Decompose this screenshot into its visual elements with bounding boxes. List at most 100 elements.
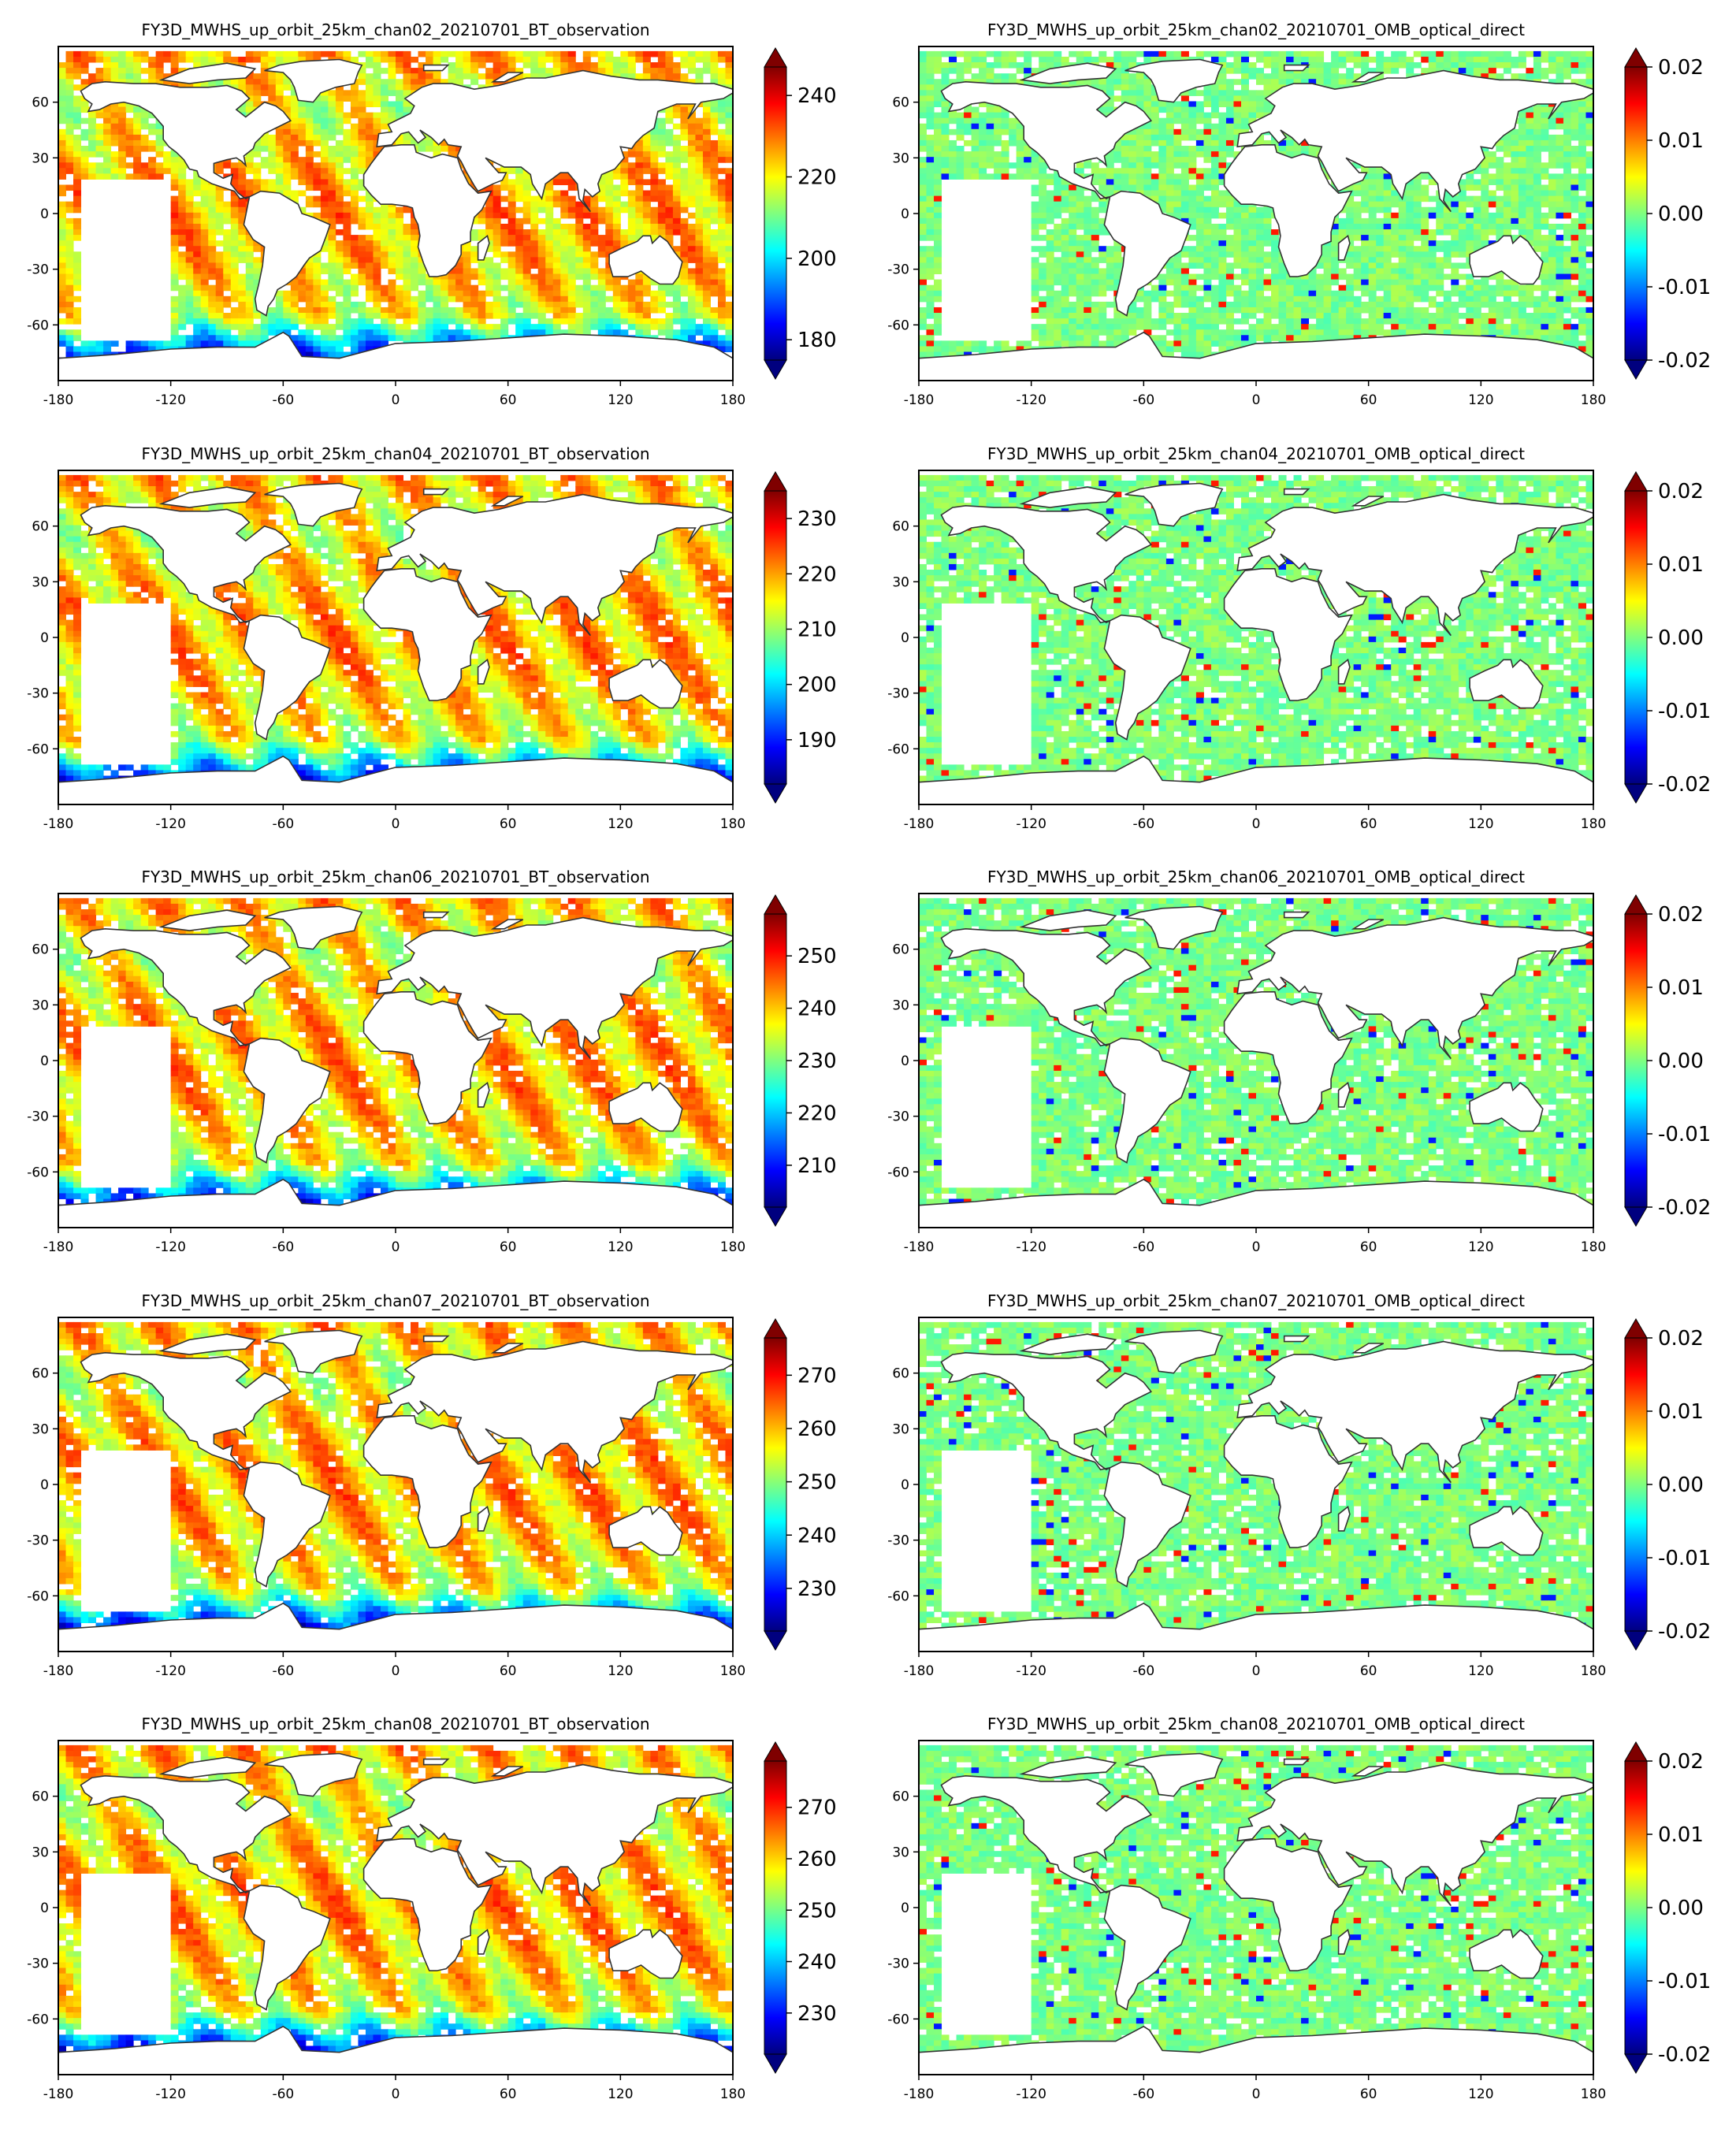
data-cell [433,290,441,297]
data-cell [560,62,569,69]
data-cell [230,273,239,281]
data-cell [695,284,704,292]
data-cell [170,173,179,180]
data-cell [73,101,82,108]
data-cell [380,50,388,58]
data-cell [1503,62,1511,69]
data-cell [1473,50,1481,58]
data-cell [320,212,329,219]
data-cell [1263,50,1272,58]
data-cell [305,201,314,208]
data-cell [650,168,659,174]
data-cell [687,318,696,325]
data-cell [275,313,284,319]
data-cell [567,235,576,241]
data-cell [380,223,388,230]
data-cell [582,262,591,269]
data-cell [1496,56,1504,63]
data-cell [193,179,202,185]
data-cell [926,84,935,91]
data-cell [396,217,404,225]
data-cell [335,101,344,108]
data-cell [170,229,179,236]
data-cell [223,217,232,225]
data-cell [411,79,419,85]
data-cell [411,301,419,308]
x-tick-label: 180 [720,392,745,408]
data-cell [230,84,239,91]
data-cell [537,206,546,214]
data-cell [305,128,314,136]
data-cell [1151,50,1159,58]
data-cell [441,284,449,292]
data-cell [552,257,561,263]
data-cell [411,273,419,281]
data-cell [695,134,704,141]
data-cell [582,295,591,303]
data-cell [455,79,464,85]
data-cell [380,235,388,241]
data-cell [665,112,674,119]
data-cell [373,290,381,297]
data-cell [275,90,284,96]
data-cell [343,307,351,314]
data-cell [620,240,629,247]
data-cell [320,329,329,336]
data-cell [1368,68,1377,74]
data-cell [223,257,232,263]
data-cell [1361,56,1370,63]
data-cell [687,195,696,202]
data-cell [163,73,172,80]
data-cell [575,217,584,225]
data-cell [567,240,576,247]
data-cell [463,257,471,263]
data-cell [919,50,927,58]
data-cell [118,162,127,169]
data-cell [148,79,157,85]
data-cell [941,73,950,80]
data-cell [605,235,614,241]
data-cell [411,217,419,225]
data-cell [665,284,674,292]
data-cell [657,123,666,130]
data-cell [426,307,434,314]
data-cell [1533,62,1541,69]
data-cell [515,50,524,58]
data-cell [238,340,247,347]
data-cell [245,157,254,163]
coastline [158,62,257,84]
data-cell [1248,62,1257,69]
data-cell [403,324,411,330]
data-cell [396,301,404,308]
data-cell [305,50,314,58]
data-cell [455,146,464,152]
data-cell [552,50,561,58]
data-cell [350,335,359,341]
data-cell [493,295,501,303]
data-cell [388,246,396,252]
data-cell [515,324,524,330]
data-cell [58,157,67,163]
data-cell [522,56,531,63]
data-cell [478,318,486,325]
data-cell [612,235,621,241]
data-cell [350,173,359,180]
data-cell [441,313,449,319]
data-cell [657,190,666,197]
data-cell [125,146,134,152]
data-cell [403,279,411,286]
data-cell [380,56,388,63]
data-cell [305,134,314,141]
data-cell [455,295,464,303]
data-cell [80,68,89,74]
data-cell [597,190,606,197]
data-cell [328,123,336,130]
data-cell [522,313,531,319]
data-cell [470,62,479,69]
data-cell [140,168,149,174]
data-cell [1113,79,1122,85]
data-cell [567,262,576,269]
data-cell [230,335,239,341]
data-cell [365,279,374,286]
data-cell [680,268,689,275]
